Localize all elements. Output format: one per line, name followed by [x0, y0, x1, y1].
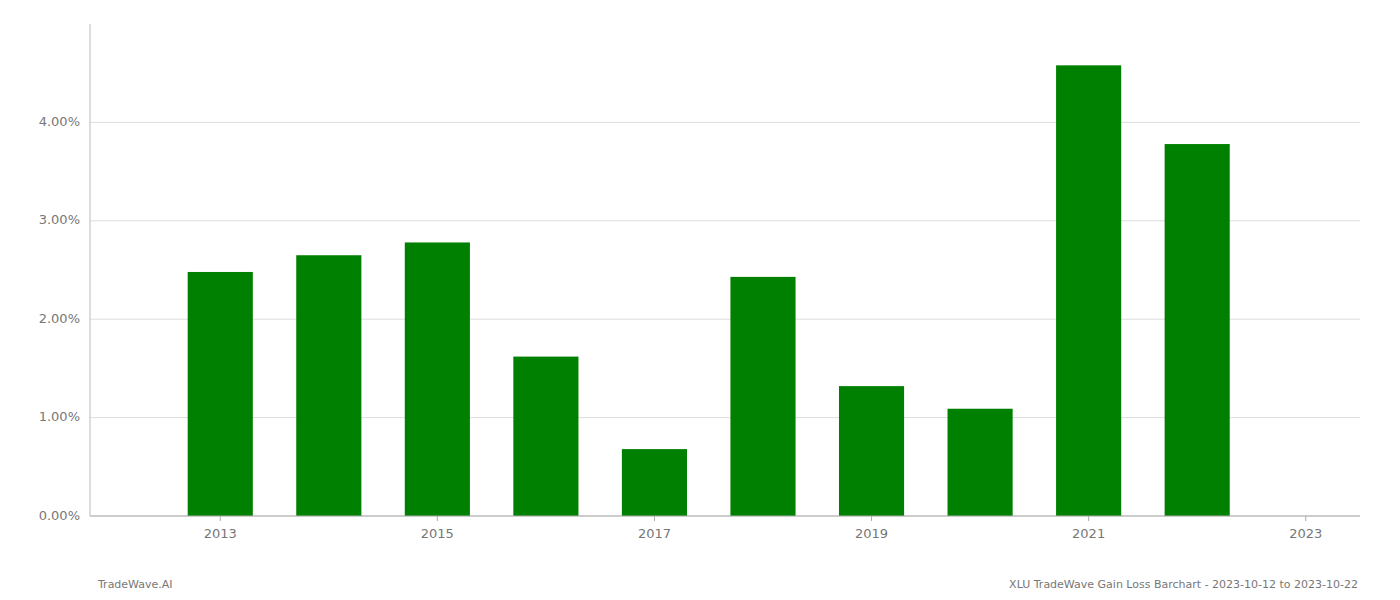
bar [1056, 65, 1121, 516]
bar [948, 409, 1013, 516]
x-tick-label: 2021 [1072, 526, 1105, 541]
bar [839, 386, 904, 516]
x-tick-label: 2013 [204, 526, 237, 541]
x-tick [1088, 516, 1089, 521]
grid-line [90, 122, 1360, 123]
footer-right: XLU TradeWave Gain Loss Barchart - 2023-… [1009, 578, 1358, 591]
x-tick [437, 516, 438, 521]
chart-container: 0.00%1.00%2.00%3.00%4.00%201320152017201… [0, 0, 1400, 600]
y-tick-label: 1.00% [39, 409, 80, 424]
bar [513, 357, 578, 516]
x-tick [220, 516, 221, 521]
y-tick-label: 0.00% [39, 508, 80, 523]
footer-left: TradeWave.AI [97, 578, 173, 591]
y-axis: 0.00% 1.00% 2.00% 3.00% 4.00% [39, 24, 90, 523]
y-tick-label: 3.00% [39, 212, 80, 227]
x-tick-label: 2019 [855, 526, 888, 541]
footer: TradeWave.AI XLU TradeWave Gain Loss Barc… [97, 578, 1358, 591]
bar [405, 242, 470, 516]
x-axis: 2013 2015 2017 2019 2021 2023 [90, 516, 1360, 541]
x-tick-label: 2017 [638, 526, 671, 541]
bars [188, 65, 1230, 516]
bar [296, 255, 361, 516]
x-axis-line [90, 516, 1360, 517]
y-tick-label: 4.00% [39, 114, 80, 129]
y-grid [90, 122, 1360, 516]
x-tick-label: 2023 [1289, 526, 1322, 541]
y-axis-line [90, 24, 91, 516]
grid-line [90, 516, 1360, 517]
x-tick [654, 516, 655, 521]
x-tick [1305, 516, 1306, 521]
bar [188, 272, 253, 516]
chart-svg: 0.00%1.00%2.00%3.00%4.00%201320152017201… [0, 0, 1400, 600]
bar [622, 449, 687, 516]
x-tick [871, 516, 872, 521]
bar [1165, 144, 1230, 516]
bar [730, 277, 795, 516]
x-tick-label: 2015 [421, 526, 454, 541]
y-tick-label: 2.00% [39, 311, 80, 326]
